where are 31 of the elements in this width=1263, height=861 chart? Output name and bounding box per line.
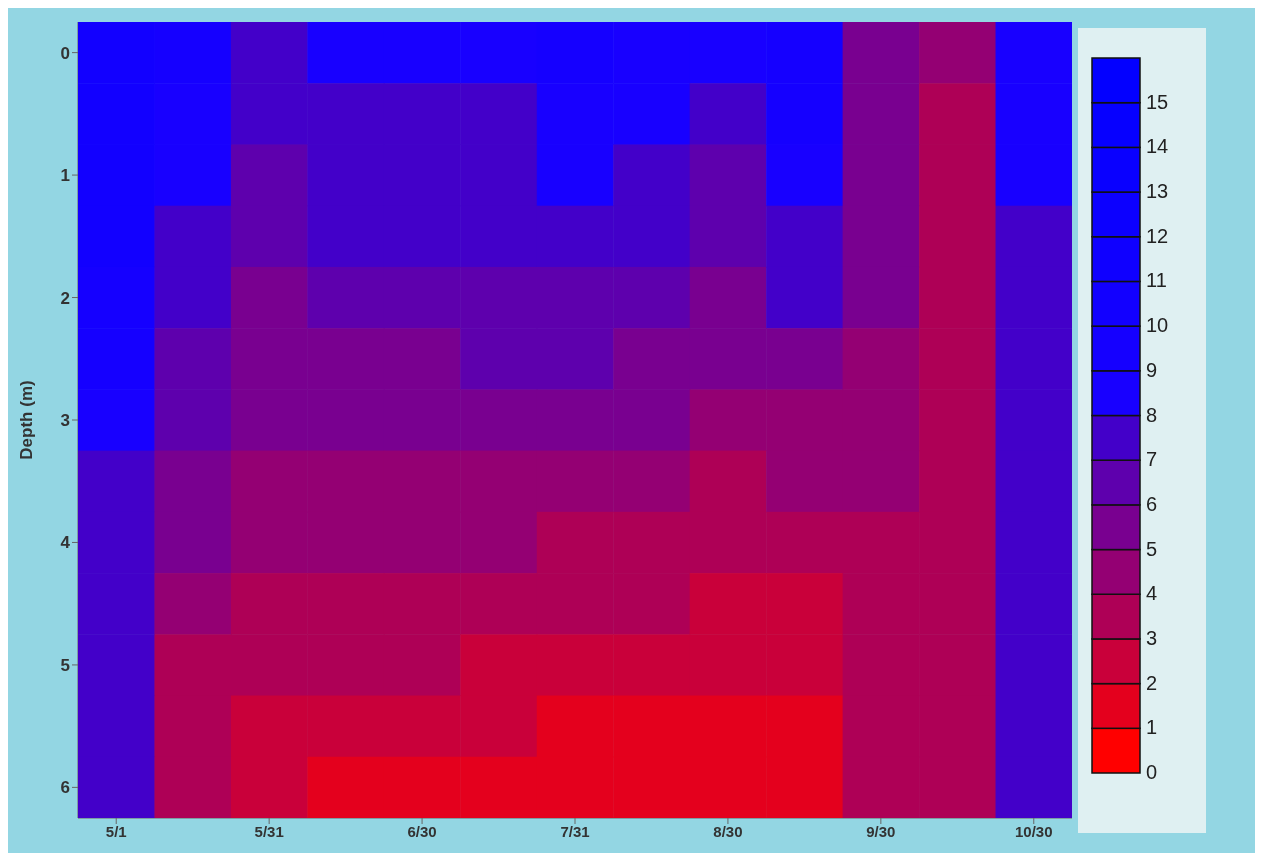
color-bar-label: 1	[1146, 716, 1158, 739]
x-tick-label: 5/1	[105, 822, 127, 840]
color-bar-label: 7	[1146, 448, 1158, 471]
color-bar-label: 13	[1146, 180, 1169, 203]
x-tick-label: 10/30	[1015, 822, 1053, 840]
y-tick-label: 1	[60, 166, 70, 186]
x-tick-label: 5/31	[254, 822, 284, 840]
color-bar-label: 2	[1146, 671, 1158, 694]
color-bar-label: 15	[1146, 90, 1169, 113]
y-axis-title: Depth (m)	[17, 380, 37, 460]
color-bar-label: 11	[1146, 269, 1167, 292]
color-bar-label: 14	[1146, 135, 1169, 158]
color-bar-label: 6	[1146, 492, 1158, 515]
color-bar-label: 10	[1146, 314, 1169, 337]
y-tick-label: 0	[60, 43, 70, 63]
x-tick-label: 8/30	[713, 822, 743, 840]
y-tick-label: 5	[60, 655, 70, 675]
x-tick-label: 7/31	[560, 822, 590, 840]
color-bar-label: 3	[1146, 626, 1158, 649]
x-tick-label: 9/30	[866, 822, 896, 840]
y-tick-label: 4	[60, 533, 71, 553]
y-tick-label: 2	[60, 288, 70, 308]
color-bar-label: 5	[1146, 537, 1158, 560]
x-tick-label: 6/30	[407, 822, 437, 840]
color-bar-label: 4	[1146, 582, 1158, 605]
y-tick-label: 6	[60, 778, 70, 798]
color-bar-label: 8	[1146, 403, 1158, 426]
color-bar-label: 12	[1146, 224, 1169, 247]
color-bar-label: 9	[1146, 358, 1158, 381]
y-tick-label: 3	[60, 411, 70, 431]
color-bar-label: 0	[1146, 761, 1158, 783]
